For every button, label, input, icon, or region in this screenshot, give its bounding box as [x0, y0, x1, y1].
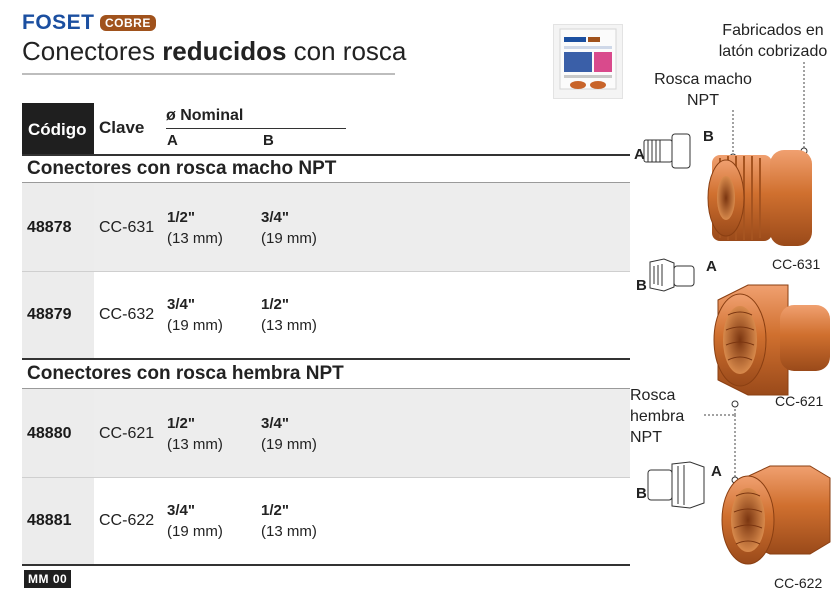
table-row-code: 48881: [27, 512, 72, 529]
nominal-b-mm: (19 mm): [261, 230, 317, 247]
table-row-code: 48880: [27, 425, 72, 442]
nominal-a-mm: (19 mm): [167, 317, 223, 334]
cc622-copper-fitting: [721, 465, 831, 565]
nominal-b-fraction: 1/2": [261, 296, 289, 313]
section-divider: [22, 358, 630, 360]
col-header-a: A: [167, 132, 178, 149]
product-illustrations: [643, 62, 831, 565]
section-title-hembra: Conectores con rosca hembra NPT: [27, 363, 344, 384]
nominal-b-mm: (19 mm): [261, 436, 317, 453]
title-divider: [22, 73, 395, 75]
col-header-clave: Clave: [99, 118, 145, 137]
col-header-code: Código: [28, 120, 87, 139]
footer-code: MM 00: [24, 570, 72, 588]
page-title: Conectores reducidos con rosca: [22, 36, 407, 66]
nominal-b-mm: (13 mm): [261, 317, 317, 334]
dimension-a-label: A: [711, 463, 722, 480]
col-header-b: B: [263, 132, 274, 149]
label-rosca-hembra: Rosca hembra NPT: [630, 387, 685, 446]
row-bg: [94, 389, 630, 477]
dimension-b-label: B: [636, 277, 647, 294]
dimension-a-label: A: [634, 146, 645, 163]
table-bottom-divider: [22, 564, 630, 566]
nominal-b-fraction: 1/2": [261, 502, 289, 519]
dimension-b-label: B: [703, 128, 714, 145]
label-rosca-macho: Rosca macho NPT: [654, 71, 752, 109]
nominal-b-fraction: 3/4": [261, 209, 289, 226]
code-header-cell: [22, 103, 94, 155]
table-row-code: 48878: [27, 219, 72, 236]
header-divider: [22, 154, 630, 156]
nominal-b-fraction: 3/4": [261, 415, 289, 432]
header-underline: [166, 128, 346, 129]
label-cc-621: CC-621: [775, 393, 824, 409]
cc631-copper-fitting: [707, 150, 812, 246]
cc621-copper-fitting: [713, 284, 830, 396]
row-divider: [22, 271, 630, 272]
nominal-a-mm: (13 mm): [167, 230, 223, 247]
nominal-a-mm: (13 mm): [167, 436, 223, 453]
nominal-a-fraction: 3/4": [167, 502, 195, 519]
label-fabricados: Fabricados en latón cobrizado: [718, 22, 828, 60]
table-row-clave: CC-622: [99, 512, 155, 529]
cc622-outline-drawing: [647, 461, 705, 509]
section-title-macho: Conectores con rosca macho NPT: [27, 158, 337, 179]
label-cc-622: CC-622: [774, 575, 823, 591]
label-cc-631: CC-631: [772, 256, 821, 272]
table-row-code: 48879: [27, 306, 72, 323]
brand-logo: FOSET: [22, 11, 95, 34]
nominal-a-mm: (19 mm): [167, 523, 223, 540]
table-row-clave: CC-631: [99, 219, 155, 236]
table-row-clave: CC-632: [99, 306, 155, 323]
brand-badge: COBRE: [100, 15, 156, 31]
col-header-nominal: ø Nominal: [166, 107, 244, 124]
section-divider: [22, 388, 630, 389]
cc631-outline-drawing: [643, 133, 691, 169]
nominal-b-mm: (13 mm): [261, 523, 317, 540]
dimension-b-label: B: [636, 485, 647, 502]
table-row-clave: CC-621: [99, 425, 155, 442]
nominal-a-fraction: 3/4": [167, 296, 195, 313]
row-bg: [94, 183, 630, 271]
nominal-a-fraction: 1/2": [167, 209, 195, 226]
row-divider: [22, 477, 630, 478]
dimension-a-label: A: [706, 258, 717, 275]
section-divider: [22, 182, 630, 183]
nominal-a-fraction: 1/2": [167, 415, 195, 432]
cc621-outline-drawing: [649, 258, 695, 292]
package-thumbnail: [553, 24, 623, 99]
